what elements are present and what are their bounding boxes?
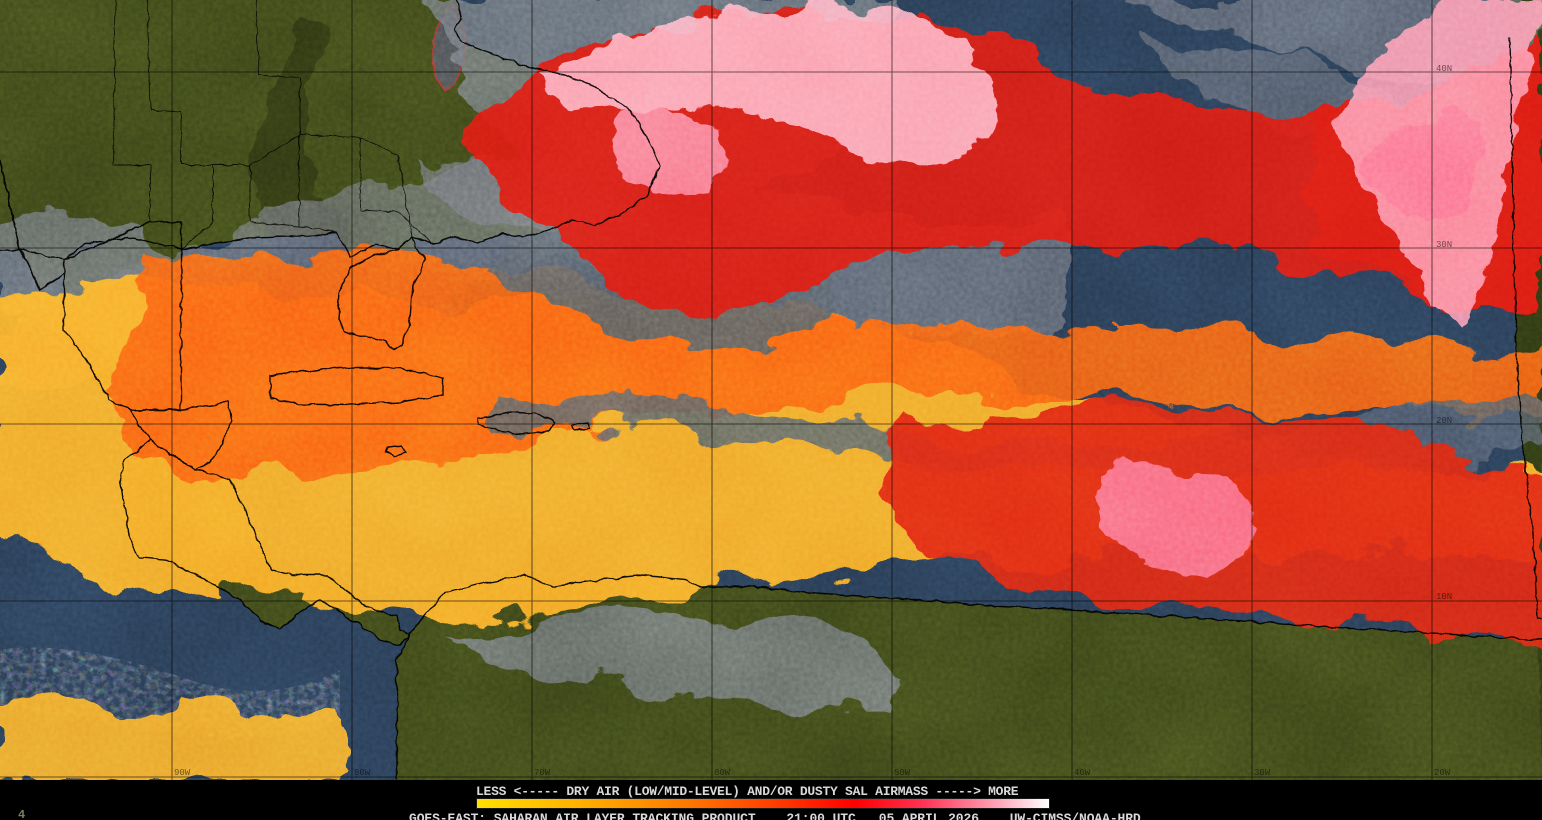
svg-text:20W: 20W (1434, 768, 1451, 778)
svg-text:10N: 10N (1436, 592, 1452, 602)
svg-text:40W: 40W (1074, 768, 1091, 778)
svg-text:60W: 60W (714, 768, 731, 778)
svg-text:40N: 40N (1436, 64, 1452, 74)
svg-text:70W: 70W (534, 768, 551, 778)
svg-text:30N: 30N (1436, 240, 1452, 250)
svg-text:30W: 30W (1254, 768, 1271, 778)
svg-text:80W: 80W (354, 768, 371, 778)
svg-text:20N: 20N (1436, 416, 1452, 426)
svg-text:50W: 50W (894, 768, 911, 778)
svg-text:90W: 90W (174, 768, 191, 778)
